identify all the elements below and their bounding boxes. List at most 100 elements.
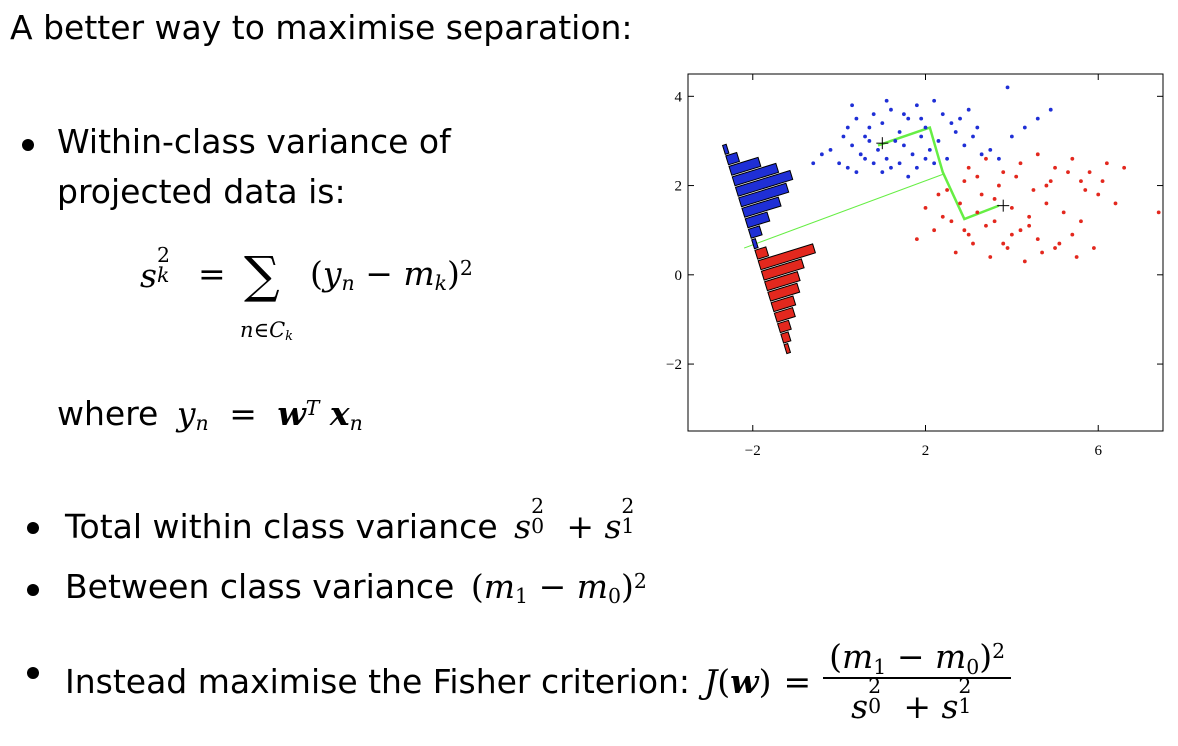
blue-histogram-bar (725, 151, 741, 166)
red-class-point (1083, 188, 1088, 192)
blue-class-point (997, 156, 1001, 161)
blue-class-point (914, 165, 919, 170)
blue-class-point (953, 130, 958, 134)
blue-class-point (919, 116, 924, 121)
red-class-point (1087, 170, 1092, 175)
red-class-point (949, 219, 954, 224)
blue-class-point (902, 112, 906, 117)
bullet-3-marker (27, 584, 39, 596)
blue-class-point (932, 98, 937, 103)
blue-class-point (971, 134, 975, 139)
blue-class-point (867, 125, 872, 130)
blue-class-point (863, 134, 867, 139)
y-tick-label: 4 (675, 89, 683, 105)
x-tick-label: 6 (1094, 443, 1102, 459)
red-class-point (936, 192, 941, 197)
red-class-point (979, 192, 984, 197)
red-class-point (1079, 179, 1083, 183)
blue-histogram-bar (751, 238, 759, 250)
bullet-3-text: Between class variance (m1 − m0)2 (65, 567, 647, 609)
blue-class-point (837, 161, 842, 166)
red-class-point (1005, 246, 1010, 250)
blue-class-point (863, 156, 867, 161)
blue-class-point (923, 125, 928, 130)
red-class-point (971, 241, 975, 246)
red-class-point (984, 223, 988, 228)
red-class-point (1044, 183, 1049, 188)
red-class-point (923, 205, 928, 210)
red-class-point (1074, 255, 1079, 259)
red-class-point (962, 228, 967, 233)
red-class-point (1040, 250, 1044, 255)
blue-class-point (871, 161, 876, 166)
red-class-point (1048, 179, 1053, 183)
red-histogram-bar (757, 243, 817, 271)
bullet-1-line-1: Within-class variance of (57, 122, 451, 161)
blue-class-point (940, 112, 945, 117)
red-histogram-bar (776, 319, 792, 334)
red-class-point (914, 237, 919, 242)
red-class-point (992, 219, 997, 224)
red-class-point (1061, 210, 1066, 215)
red-class-point (1044, 201, 1049, 206)
blue-class-point (845, 165, 850, 170)
blue-class-point (1035, 116, 1040, 121)
blue-class-point (841, 134, 846, 139)
blue-histogram-bar (741, 196, 782, 218)
projection-link-line (743, 173, 943, 249)
red-class-point (962, 179, 967, 183)
blue-class-point (910, 152, 915, 157)
bullet-4-text: Instead maximise the Fisher criterion: J… (65, 622, 1012, 742)
x-tick-label: 2 (922, 443, 930, 459)
red-histogram-bar (767, 282, 801, 302)
eq-rhs: (yn − mk)2 (310, 254, 473, 296)
blue-histogram-bar (747, 225, 763, 239)
blue-class-point (932, 161, 937, 166)
red-histogram-bar (764, 271, 801, 292)
blue-class-point (854, 170, 859, 175)
red-class-point (1156, 210, 1161, 215)
blue-class-point (897, 161, 902, 166)
blue-class-point (893, 139, 898, 143)
blue-class-point (850, 103, 854, 108)
red-class-point (1053, 246, 1057, 250)
blue-class-point (1048, 107, 1053, 112)
blue-class-point (828, 147, 833, 152)
red-class-point (958, 201, 962, 206)
blue-class-point (936, 139, 941, 143)
blue-class-point (819, 152, 824, 157)
blue-class-point (858, 152, 863, 157)
blue-class-point (845, 125, 850, 130)
eq-lhs-sub: k (156, 263, 170, 288)
red-class-point (1066, 170, 1070, 175)
blue-class-point (876, 147, 880, 152)
red-class-point (1057, 241, 1062, 246)
red-class-point (1100, 179, 1105, 183)
red-class-point (1014, 174, 1019, 179)
red-class-point (953, 250, 958, 255)
red-class-point (988, 255, 993, 259)
bullet-2-marker (27, 522, 39, 534)
red-class-point (975, 174, 980, 179)
blue-histogram-bar (721, 143, 730, 155)
blue-class-point (914, 103, 919, 108)
red-class-point (1035, 152, 1040, 157)
blue-histogram-bar (728, 156, 762, 176)
red-class-point (932, 228, 937, 233)
red-histogram-bar (760, 258, 805, 281)
bullet-1-marker (22, 139, 34, 151)
red-class-point (1027, 214, 1032, 219)
red-class-point (1096, 192, 1101, 197)
fisher-projection-plot: −2 2 6 −2 0 2 4 (666, 73, 1164, 459)
red-histogram-bar (773, 306, 796, 323)
red-class-point (975, 210, 980, 215)
red-class-point (1070, 156, 1075, 161)
red-class-point (1079, 219, 1083, 224)
blue-class-point (889, 165, 893, 170)
blue-histogram-bar (744, 211, 771, 229)
blue-histogram-bar (734, 169, 794, 197)
red-class-point (1022, 259, 1027, 264)
blue-class-point (927, 147, 932, 152)
red-class-point (966, 232, 971, 237)
red-class-point (1070, 232, 1075, 237)
